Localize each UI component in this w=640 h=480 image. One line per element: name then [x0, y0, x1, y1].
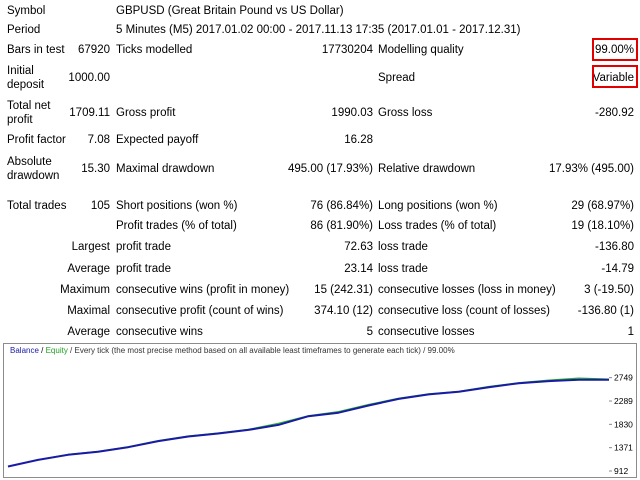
modelling-quality-label: Modelling quality — [378, 44, 464, 56]
average-loss-value: -14.79 — [601, 263, 634, 275]
maximal-label: Maximal — [67, 305, 110, 317]
absolute-drawdown-value: 15.30 — [81, 163, 110, 175]
maximal-consecutive-profit-value: 374.10 (12) — [314, 305, 373, 317]
legend-balance: Balance — [10, 346, 39, 355]
initial-deposit-label-line1: Initial — [7, 65, 34, 77]
short-positions-value: 76 (86.84%) — [310, 200, 373, 212]
ticks-modelled-value: 17730204 — [321, 44, 373, 56]
modelling-quality-value: 99.00% — [594, 44, 634, 56]
average-profit-value: 23.14 — [344, 263, 373, 275]
maximal-drawdown-label: Maximal drawdown — [116, 163, 215, 175]
total-trades-value: 105 — [90, 200, 110, 212]
symbol-label: Symbol — [7, 5, 46, 17]
symbol-value: GBPUSD (Great Britain Pound vs US Dollar… — [116, 5, 344, 17]
y-tick-label: 1371 — [614, 443, 633, 453]
loss-trades-value: 19 (18.10%) — [571, 220, 634, 232]
relative-drawdown-value: 17.93% (495.00) — [548, 163, 634, 175]
ticks-modelled-label: Ticks modelled — [116, 44, 193, 56]
chart-legend: Balance / Equity / Every tick (the most … — [10, 346, 455, 356]
short-positions-label: Short positions (won %) — [116, 200, 238, 212]
initial-deposit-value: 1000.00 — [68, 72, 110, 84]
maximal-consecutive-loss-label: consecutive loss (count of losses) — [378, 305, 550, 317]
gross-loss-value: -280.92 — [594, 107, 634, 119]
average-consecutive-wins-label: consecutive wins — [116, 326, 203, 338]
modelling-quality-highlight — [592, 38, 638, 61]
equity-line — [7, 377, 610, 468]
relative-drawdown-label: Relative drawdown — [378, 163, 476, 175]
gross-profit-value: 1990.03 — [331, 107, 373, 119]
long-positions-value: 29 (68.97%) — [571, 200, 634, 212]
max-consecutive-wins-value: 15 (242.31) — [314, 284, 373, 296]
average-consecutive-wins-value: 5 — [366, 326, 373, 338]
largest-profit-value: 72.63 — [344, 241, 373, 253]
initial-deposit-label-line2: deposit — [7, 79, 45, 91]
total-trades-label: Total trades — [7, 200, 67, 212]
absolute-drawdown-label-line1: Absolute — [7, 156, 52, 168]
period-label: Period — [7, 24, 41, 36]
maximal-consecutive-loss-value: -136.80 (1) — [577, 305, 634, 317]
absolute-drawdown-label-line2: drawdown — [7, 170, 60, 182]
max-consecutive-losses-label: consecutive losses (loss in money) — [378, 284, 556, 296]
period-value: 5 Minutes (M5) 2017.01.02 00:00 - 2017.1… — [116, 24, 521, 36]
profit-trades-label: Profit trades (% of total) — [116, 220, 237, 232]
y-tick-label: 912 — [614, 466, 628, 476]
chart-plot: 2749 2289 1830 1371 912 — [7, 373, 633, 476]
maximum-label: Maximum — [60, 284, 110, 296]
y-tick-label: 2749 — [614, 373, 633, 383]
max-consecutive-losses-value: 3 (-19.50) — [584, 284, 634, 296]
expected-payoff-value: 16.28 — [344, 134, 373, 146]
legend-separator: / — [38, 346, 46, 355]
expected-payoff-label: Expected payoff — [116, 134, 199, 146]
balance-equity-chart: Balance / Equity / Every tick (the most … — [3, 343, 637, 478]
spread-label: Spread — [378, 72, 416, 84]
legend-description: / Every tick (the most precise method ba… — [67, 346, 455, 355]
largest-loss-label: loss trade — [378, 241, 428, 253]
total-net-profit-label-line2: profit — [7, 114, 33, 126]
largest-profit-label: profit trade — [116, 241, 171, 253]
average-consecutive-losses-value: 1 — [627, 326, 634, 338]
total-net-profit-label-line1: Total net — [7, 100, 51, 112]
max-consecutive-wins-label: consecutive wins (profit in money) — [116, 284, 290, 296]
legend-equity: Equity — [45, 346, 68, 355]
average-loss-label: loss trade — [378, 263, 428, 275]
average-label: Average — [67, 263, 110, 275]
average-consecutive-losses-label: consecutive losses — [378, 326, 475, 338]
balance-line — [7, 378, 609, 468]
profit-factor-value: 7.08 — [87, 134, 110, 146]
profit-factor-label: Profit factor — [7, 134, 66, 146]
y-tick-label: 1830 — [614, 419, 633, 429]
bars-in-test-value: 67920 — [78, 44, 110, 56]
average-profit-label: profit trade — [116, 263, 171, 275]
largest-loss-value: -136.80 — [594, 241, 634, 253]
long-positions-label: Long positions (won %) — [378, 200, 498, 212]
bars-in-test-label: Bars in test — [7, 44, 65, 56]
y-tick-label: 2289 — [614, 396, 633, 406]
largest-label: Largest — [71, 241, 110, 253]
gross-loss-label: Gross loss — [378, 107, 433, 119]
gross-profit-label: Gross profit — [116, 107, 176, 119]
profit-trades-value: 86 (81.90%) — [310, 220, 373, 232]
spread-highlight — [592, 65, 638, 88]
spread-value: Variable — [592, 72, 634, 84]
average-consecutive-label: Average — [67, 326, 110, 338]
maximal-consecutive-profit-label: consecutive profit (count of wins) — [116, 305, 284, 317]
maximal-drawdown-value: 495.00 (17.93%) — [287, 163, 373, 175]
loss-trades-label: Loss trades (% of total) — [378, 220, 497, 232]
total-net-profit-value: 1709.11 — [69, 107, 110, 119]
